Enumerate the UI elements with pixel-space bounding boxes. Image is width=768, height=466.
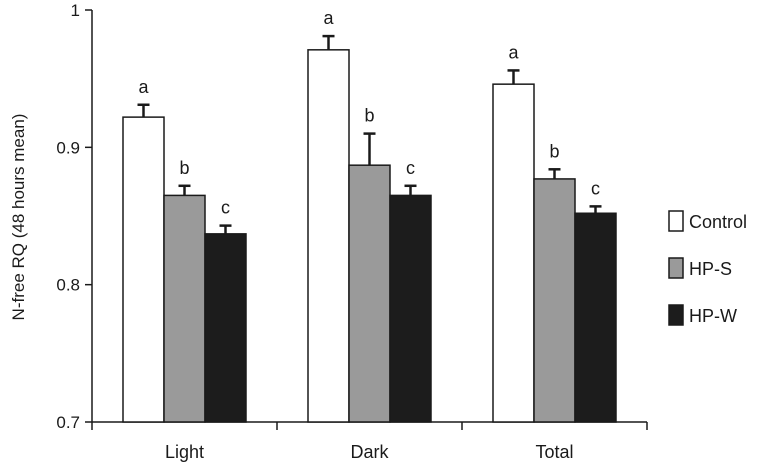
legend-swatch (668, 304, 684, 326)
bar (389, 194, 432, 423)
legend-label: HP-S (689, 259, 732, 279)
significance-label: c (591, 178, 600, 198)
significance-label: a (138, 77, 149, 97)
bar (122, 116, 165, 423)
significance-label: b (549, 141, 559, 161)
bar (533, 178, 576, 423)
significance-label: b (179, 158, 189, 178)
bars: a b c a b c a b c (122, 8, 617, 423)
legend-swatch (668, 257, 684, 279)
bar (204, 233, 247, 423)
significance-label: c (221, 198, 230, 218)
bar (574, 212, 617, 423)
significance-label: a (508, 42, 519, 62)
bar (307, 49, 350, 423)
bar (163, 194, 206, 423)
significance-label: b (364, 106, 374, 126)
bar (492, 83, 535, 423)
x-category-label: Total (535, 442, 573, 462)
legend-label: Control (689, 212, 747, 232)
x-category-label: Light (165, 442, 204, 462)
y-tick-label: 0.8 (56, 276, 80, 295)
legend-label: HP-W (689, 306, 737, 326)
legend-swatch (668, 210, 684, 232)
bar (348, 164, 391, 423)
legend: Control HP-S HP-W (668, 210, 747, 326)
y-axis-label: N-free RQ (48 hours mean) (9, 114, 28, 321)
y-tick-label: 1 (71, 1, 80, 20)
y-tick-label: 0.9 (56, 138, 80, 157)
significance-label: c (406, 158, 415, 178)
x-category-label: Dark (350, 442, 389, 462)
significance-label: a (323, 8, 334, 28)
y-tick-label: 0.7 (56, 413, 80, 432)
